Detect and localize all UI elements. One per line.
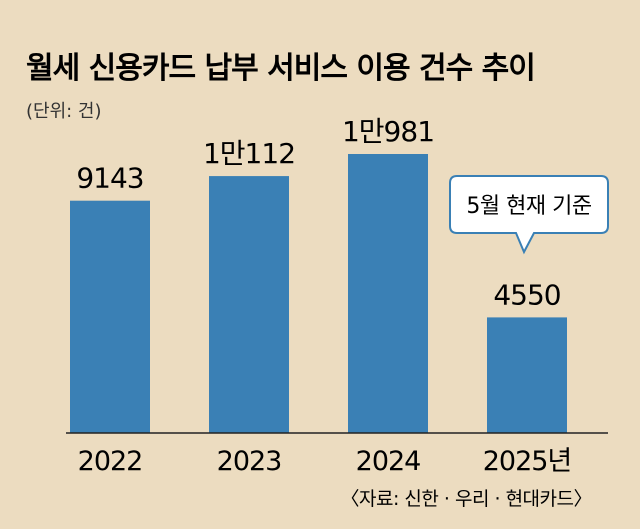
category-label: 2025년: [483, 446, 572, 477]
value-label: 9143: [76, 162, 143, 195]
bar-2024: [348, 154, 428, 433]
value-label: 1만981: [342, 115, 434, 148]
category-label: 2023: [217, 446, 282, 477]
value-label: 4550: [493, 278, 560, 311]
bar-2023: [209, 176, 289, 433]
bars-group: 9143 2022 1만112 2023 1만981 2024 4550 2025년: [70, 115, 572, 477]
callout-text: 5월 현재 기준: [466, 194, 591, 219]
bar-2025년: [487, 317, 567, 433]
category-label: 2024: [356, 446, 421, 477]
callout-bubble: 5월 현재 기준: [449, 175, 609, 255]
callout-box: [449, 175, 609, 255]
value-label: 1만112: [203, 137, 295, 170]
category-label: 2022: [78, 446, 143, 477]
bar-2022: [70, 200, 150, 433]
chart-title: 월세 신용카드 납부 서비스 이용 건수 추이: [26, 51, 535, 86]
source-note: 〈자료: 신한 · 우리 · 현대카드〉: [341, 488, 592, 510]
unit-label: (단위: 건): [26, 101, 102, 122]
